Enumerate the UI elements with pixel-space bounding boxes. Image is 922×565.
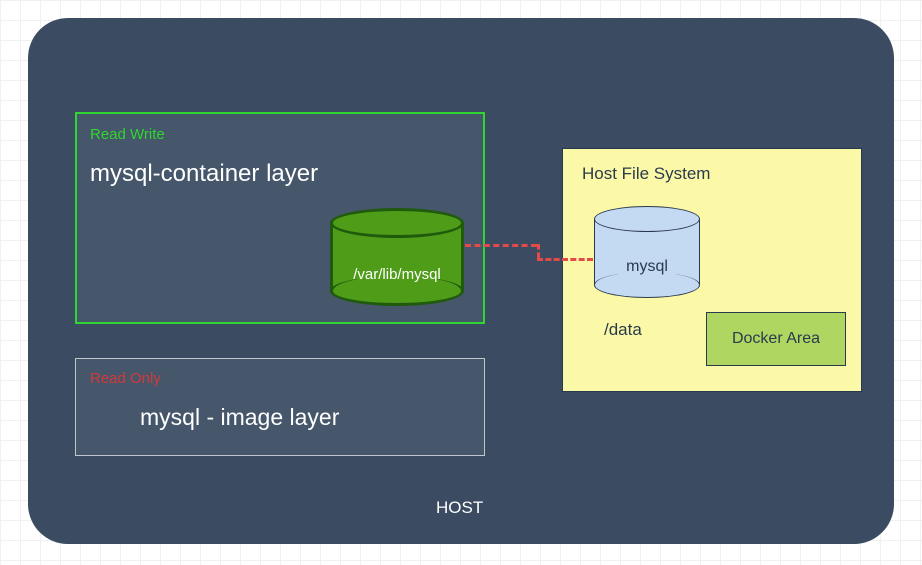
host-file-system-title: Host File System [582, 164, 710, 184]
cylinder-top [330, 208, 464, 238]
read-write-title: Read Write [90, 126, 165, 143]
read-write-body: mysql-container layer [90, 160, 318, 188]
read-only-body: mysql - image layer [140, 404, 339, 431]
mysql-container-cylinder-label: /var/lib/mysql [330, 266, 464, 283]
docker-area-label: Docker Area [732, 330, 820, 348]
data-path-label: /data [604, 320, 642, 340]
connector-h1 [465, 244, 537, 247]
connector-h2 [537, 258, 593, 261]
mysql-host-cylinder-label: mysql [594, 258, 700, 276]
docker-area-box: Docker Area [706, 312, 846, 366]
cylinder-top [594, 206, 700, 232]
host-label: HOST [436, 498, 483, 518]
mysql-host-cylinder: mysql [594, 206, 700, 298]
read-only-title: Read Only [90, 370, 161, 387]
connector-v [537, 244, 540, 258]
mysql-container-cylinder: /var/lib/mysql [330, 208, 464, 306]
